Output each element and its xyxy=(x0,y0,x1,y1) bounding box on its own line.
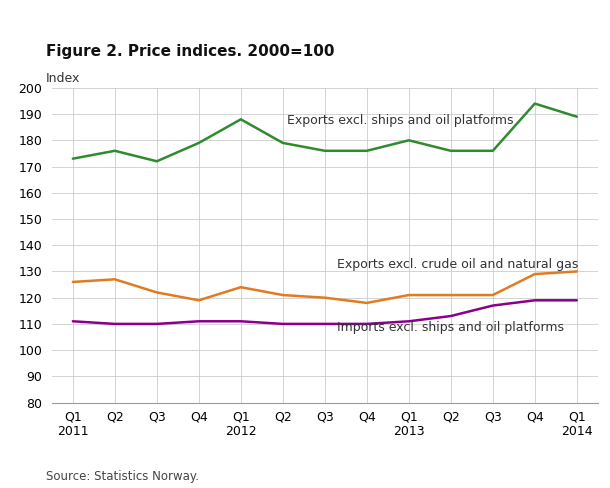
Text: Exports excl. crude oil and natural gas: Exports excl. crude oil and natural gas xyxy=(337,259,579,271)
Text: Exports excl. ships and oil platforms: Exports excl. ships and oil platforms xyxy=(287,114,514,127)
Text: Index: Index xyxy=(46,72,80,85)
Text: Figure 2. Price indices. 2000=100: Figure 2. Price indices. 2000=100 xyxy=(46,43,334,59)
Text: Imports excl. ships and oil platforms: Imports excl. ships and oil platforms xyxy=(337,322,564,334)
Text: Source: Statistics Norway.: Source: Statistics Norway. xyxy=(46,470,199,483)
